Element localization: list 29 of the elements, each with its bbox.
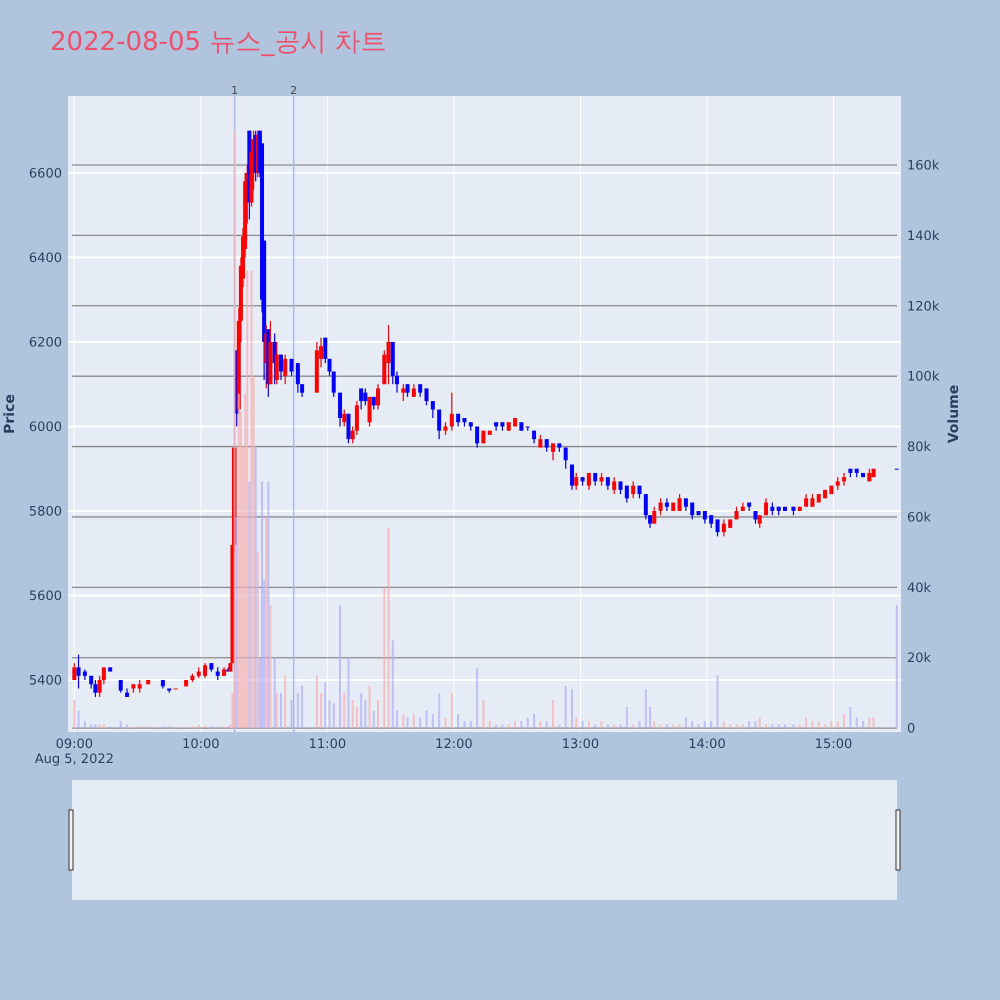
y-tick-label: 5400 (28, 674, 62, 689)
y-tick-label: 5600 (28, 589, 62, 604)
x-tick-label: 15:00 (814, 737, 852, 752)
y2-tick-label: 120k (907, 299, 940, 314)
x-tick-label: 09:00 (56, 737, 94, 752)
y-tick-label: 6600 (28, 166, 62, 182)
y2-tick-label: 140k (907, 228, 940, 244)
y2-tick-label: 40k (907, 580, 932, 596)
y2-tick-label: 160k (907, 158, 940, 174)
y-tick-label: 6400 (28, 250, 62, 266)
y2-tick-label: 60k (907, 510, 932, 526)
y2-tick-label: 80k (907, 440, 932, 456)
y2-tick-label: 100k (907, 370, 940, 385)
y-tick-label: 6000 (28, 420, 62, 435)
x-tick-label: 11:00 (308, 737, 346, 752)
y2-tick-label: 0 (907, 722, 916, 737)
y-axis-title: Price (2, 394, 18, 434)
x-tick-label: 10:00 (182, 737, 220, 752)
y-tick-label: 6200 (28, 335, 62, 350)
chart-title: 2022-08-05 뉴스_공시 차트 (50, 27, 387, 57)
x-tick-label: 12:00 (435, 737, 473, 752)
y2-tick-label: 20k (907, 651, 932, 666)
y2-axis-title: Volume (946, 384, 962, 444)
ref-line-label: 1 (231, 84, 238, 97)
text: Aug 5, 2022 (34, 752, 114, 767)
x-tick-label: 14:00 (688, 737, 726, 752)
x-tick-label: 13:00 (562, 737, 600, 752)
ref-line-label: 2 (290, 84, 298, 97)
y-tick-label: 5800 (28, 504, 62, 520)
